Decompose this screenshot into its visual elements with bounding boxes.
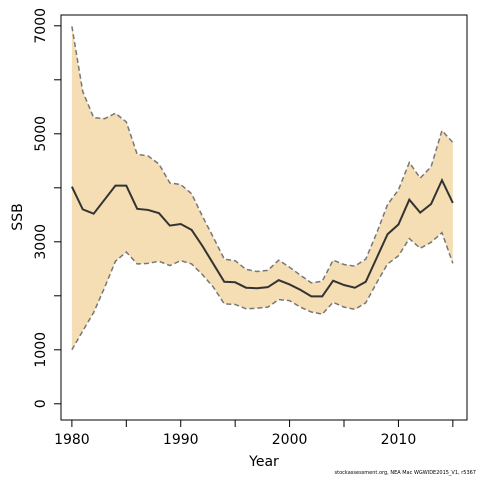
upper-bound-line	[71, 26, 454, 284]
y-axis: 0 1000 3000 5000 7000	[33, 8, 61, 408]
y-tick-label: 5000	[33, 116, 49, 152]
credit-text: stockassessment.org, NEA Mac WGWIDE2015_…	[334, 470, 476, 476]
y-tick-label: 3000	[33, 224, 49, 260]
x-axis: 1980 1990 2000 2010	[54, 420, 454, 448]
x-tick-label: 2000	[272, 432, 308, 448]
x-tick-label: 1980	[54, 432, 90, 448]
x-tick-label: 1990	[163, 432, 199, 448]
y-tick-label: 7000	[33, 8, 49, 44]
x-tick-label: 2010	[381, 432, 417, 448]
estimate-line-layer	[70, 26, 454, 351]
confidence-band	[71, 26, 453, 350]
y-axis-title: SSB	[10, 203, 26, 230]
lower-bound-line	[71, 231, 454, 351]
plot-frame	[60, 14, 468, 421]
x-axis-title: Year	[248, 454, 279, 470]
y-tick-label: 1000	[33, 332, 49, 368]
confidence-band-layer	[71, 26, 453, 350]
ssb-estimate-line	[70, 177, 454, 298]
y-tick-label: 0	[33, 399, 49, 408]
